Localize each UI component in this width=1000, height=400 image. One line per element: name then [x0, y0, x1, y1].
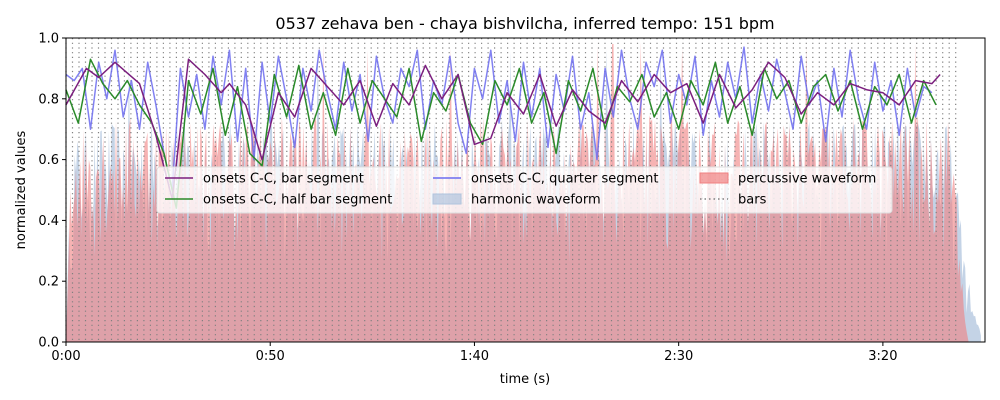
legend-label: onsets C-C, quarter segment: [471, 172, 658, 187]
y-axis-label: normalized values: [14, 130, 29, 249]
legend-label: percussive waveform: [738, 172, 876, 187]
x-axis-label: time (s): [500, 372, 550, 387]
x-tick-label: 2:30: [664, 349, 693, 364]
y-tick-label: 0.8: [38, 92, 59, 107]
chart-title: 0537 zehava ben - chaya bishvilcha, infe…: [275, 14, 774, 33]
x-axis-ticks: 0:00 0:50 1:40 2:30 3:20: [51, 342, 897, 364]
onset-lines: [65, 46, 941, 209]
y-tick-label: 0.6: [38, 153, 59, 168]
x-tick-label: 0:00: [51, 349, 80, 364]
x-tick-label: 1:40: [460, 349, 489, 364]
legend-label: onsets C-C, half bar segment: [203, 193, 392, 208]
y-tick-label: 0.4: [38, 214, 59, 229]
legend-label: onsets C-C, bar segment: [203, 172, 364, 187]
x-tick-label: 0:50: [256, 349, 285, 364]
x-tick-label: 3:20: [868, 349, 897, 364]
y-tick-label: 0.2: [38, 275, 59, 290]
legend-label: harmonic waveform: [471, 193, 601, 208]
series-line-0: [65, 58, 941, 200]
legend: onsets C-C, bar segment onsets C-C, half …: [156, 166, 893, 214]
axes-frame: [65, 37, 986, 343]
legend-swatch: [432, 193, 462, 205]
y-tick-label: 0.0: [38, 336, 59, 351]
y-tick-label: 1.0: [38, 32, 59, 47]
series-line-1: [65, 58, 937, 209]
legend-swatch: [699, 172, 729, 184]
y-axis-ticks: 0.0 0.2 0.4 0.6 0.8 1.0: [38, 32, 66, 351]
legend-label: bars: [738, 193, 767, 208]
